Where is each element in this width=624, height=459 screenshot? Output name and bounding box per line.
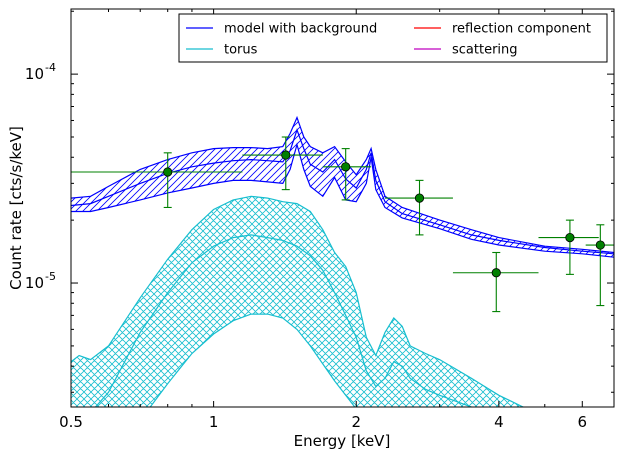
- torus-mid-line: [94, 234, 474, 407]
- data-point-3: [322, 148, 372, 201]
- data-marker: [414, 193, 425, 203]
- torus-lower-line: [149, 313, 356, 407]
- x-tick-label: 1: [209, 413, 219, 431]
- data-point-1: [71, 152, 243, 209]
- x-tick-label: 6: [578, 413, 588, 431]
- legend-entry-4: scattering: [414, 43, 518, 58]
- data-marker: [491, 268, 501, 278]
- x-tick-label: 4: [494, 413, 504, 431]
- y-tick-label: 10 -5: [25, 270, 56, 292]
- data-point-5: [452, 251, 539, 313]
- y-tick-base: 10: [25, 65, 44, 83]
- legend-entry-3: torus: [186, 43, 258, 58]
- model-upper-line: [71, 115, 614, 254]
- y-axis-label: Count rate [cts/s/keV]: [7, 126, 25, 290]
- torus-upper-line: [71, 195, 526, 407]
- plot-area: [71, 115, 614, 407]
- x-tick-label: 2: [351, 413, 361, 431]
- torus-band: [71, 196, 524, 407]
- data-marker: [163, 167, 173, 177]
- data-point-2: [242, 136, 323, 191]
- model-mid-line: [71, 128, 614, 255]
- legend-entry-2: reflection component: [414, 22, 591, 37]
- legend-label: model with background: [224, 22, 377, 37]
- data-point-7: [585, 224, 614, 307]
- data-point-4: [384, 179, 453, 236]
- data-point-6: [538, 219, 599, 275]
- legend-label: scattering: [452, 43, 518, 58]
- data-marker: [341, 162, 351, 172]
- data-marker: [565, 232, 575, 243]
- axes: 0.5 1 2 4 610-510-4: [25, 8, 615, 431]
- legend-label: reflection component: [452, 22, 591, 37]
- x-tick-label: 0.5: [59, 413, 83, 431]
- y-tick-exponent: -5: [45, 270, 56, 283]
- data-marker: [595, 240, 605, 250]
- x-axis-label: Energy [keV]: [294, 432, 391, 450]
- legend-entry-1: model with background: [186, 22, 377, 37]
- model-band: [71, 117, 614, 258]
- legend-box: [178, 13, 608, 63]
- legend-label: torus: [224, 43, 258, 58]
- model-lower-line: [71, 142, 614, 258]
- y-tick-base: 10: [25, 274, 44, 292]
- y-tick-exponent: -4: [45, 61, 56, 74]
- data-marker: [281, 150, 291, 160]
- plot-frame: [70, 8, 615, 408]
- y-tick-label: 10 -4: [25, 61, 56, 83]
- legend: model with background reflection componen…: [178, 13, 608, 63]
